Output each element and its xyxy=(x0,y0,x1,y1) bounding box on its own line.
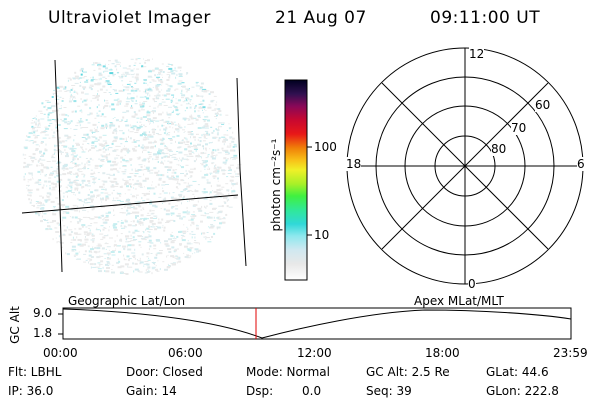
lat-label-70: 70 xyxy=(511,121,527,135)
polar-grid xyxy=(346,47,584,285)
xtick-0600: 06:00 xyxy=(168,346,203,360)
mlt-label-12: 12 xyxy=(469,47,485,61)
time-label: 09:11:00 UT xyxy=(430,8,541,28)
instrument-title: Ultraviolet Imager xyxy=(48,8,211,28)
mode-value: Mode: Normal xyxy=(246,365,330,379)
filter-value: Flt: LBHL xyxy=(8,365,62,379)
xtick-2359: 23:59 xyxy=(553,346,588,360)
door-status: Door: Closed xyxy=(126,365,203,379)
mlt-label-18: 18 xyxy=(346,157,362,171)
altitude-timeline xyxy=(58,307,572,340)
longitude-line-left xyxy=(54,59,63,273)
gc-alt-value: GC Alt: 2.5 Re xyxy=(366,365,450,379)
mlt-label-0: 0 xyxy=(468,277,476,291)
dsp-label: Dsp: xyxy=(246,384,274,398)
xtick-1800: 18:00 xyxy=(425,346,460,360)
ytick-low: 1.8 xyxy=(33,326,53,340)
geographic-label: Geographic Lat/Lon xyxy=(68,294,186,308)
ytick-high: 9.0 xyxy=(33,306,53,320)
lat-label-60: 60 xyxy=(535,98,551,112)
uv-image-panel xyxy=(21,58,247,275)
gain-value: Gain: 14 xyxy=(126,384,177,398)
colorbar-tick-100: 100 xyxy=(314,140,337,154)
colorbar xyxy=(284,79,312,281)
latitude-line xyxy=(21,194,239,214)
sequence-value: Seq: 39 xyxy=(366,384,412,398)
longitude-line-right xyxy=(236,77,247,267)
mlt-label-6: 6 xyxy=(577,157,585,171)
ip-value: IP: 36.0 xyxy=(8,384,54,398)
apex-label: Apex MLat/MLT xyxy=(414,294,504,308)
lat-label-80: 80 xyxy=(491,142,507,156)
auroral-image xyxy=(22,58,242,275)
altitude-curve xyxy=(62,308,572,339)
colorbar-unit-label: photon cm⁻²s⁻¹ xyxy=(269,138,283,232)
glat-value: GLat: 44.6 xyxy=(486,365,549,379)
glon-value: GLon: 222.8 xyxy=(486,384,559,398)
xtick-0000: 00:00 xyxy=(43,346,78,360)
xtick-1200: 12:00 xyxy=(297,346,332,360)
colorbar-tick-10: 10 xyxy=(314,228,330,242)
date-label: 21 Aug 07 xyxy=(275,8,367,28)
dsp-value: 0.0 xyxy=(302,384,322,398)
